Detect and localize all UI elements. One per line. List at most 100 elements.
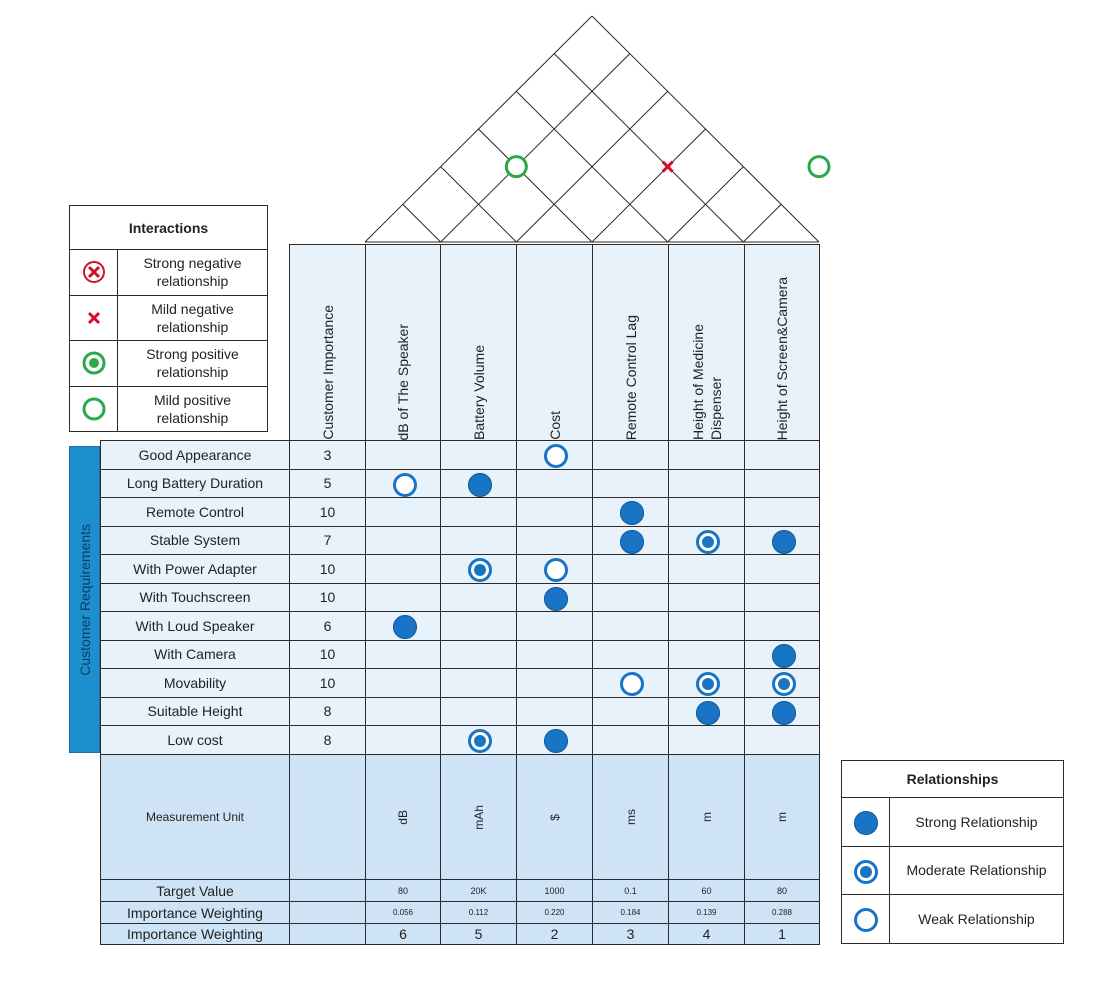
ranking-empty (289, 923, 366, 945)
strong-relationship-icon (771, 643, 796, 668)
moderate-relationship-icon (854, 859, 878, 884)
relationship-cell (744, 468, 820, 498)
relationship-cell (516, 725, 593, 755)
roof-grid-line (742, 203, 782, 243)
ranking-value: 2 (516, 923, 593, 945)
relationship-cell (516, 639, 593, 669)
unit-label: $ (547, 813, 562, 821)
requirement-name: With Touchscreen (100, 582, 290, 612)
requirement-name: With Loud Speaker (100, 611, 290, 641)
relationship-cell (744, 611, 820, 641)
strong-relationship-icon (620, 501, 644, 526)
relationship-cell (516, 440, 593, 470)
measurement-unit-empty (289, 754, 366, 880)
relationship-cell (365, 525, 441, 555)
relationship-cell (516, 611, 593, 641)
target-value: 20K (440, 879, 517, 902)
ranking-value: 6 (365, 923, 441, 945)
weighting-label: Importance Weighting (100, 901, 290, 924)
requirement-importance: 3 (289, 440, 366, 470)
weak-relationship-icon (620, 672, 644, 697)
mild-negative-interaction-icon (661, 160, 674, 173)
moderate-relationship-icon (696, 529, 720, 554)
ranking-label: Importance Weighting (100, 923, 290, 945)
interactions-legend-title: Interactions (69, 205, 268, 250)
relationship-cell (516, 497, 593, 527)
relationship-cell (744, 696, 820, 726)
interactions-legend-icon-cell (69, 385, 118, 432)
interactions-legend-label: Mild negative relationship (117, 294, 268, 341)
header-label: Height of Screen&Camera (774, 276, 790, 440)
measurement-unit: mAh (440, 754, 517, 880)
measurement-unit: ms (592, 754, 669, 880)
roof-grid-line (440, 53, 631, 243)
target-empty (289, 879, 366, 902)
strong-negative-icon (82, 261, 105, 284)
requirement-name: Movability (100, 668, 290, 698)
header-column-1: dB of The Speaker (365, 244, 441, 441)
strong-relationship-icon (696, 700, 720, 725)
requirement-importance: 10 (289, 497, 366, 527)
weighting-value: 0.139 (668, 901, 745, 924)
relationship-cell (365, 639, 441, 669)
weak-relationship-icon (544, 558, 568, 583)
header-label: Remote Control Lag (622, 314, 639, 440)
moderate-relationship-icon (771, 672, 796, 697)
requirement-name: Stable System (100, 525, 290, 555)
relationship-cell (744, 497, 820, 527)
relationship-cell (365, 725, 441, 755)
measurement-unit: m (668, 754, 745, 880)
moderate-relationship-icon (468, 558, 492, 583)
target-value: 0.1 (592, 879, 669, 902)
requirement-importance: 8 (289, 696, 366, 726)
relationship-cell (592, 725, 669, 755)
relationship-cell (516, 696, 593, 726)
relationship-cell (440, 582, 517, 612)
requirement-importance: 7 (289, 525, 366, 555)
relationship-cell (592, 468, 669, 498)
relationship-cell (516, 525, 593, 555)
roof-grid-line (591, 15, 820, 243)
roof-grid-line (591, 128, 706, 243)
relationship-cell (365, 668, 441, 698)
relationship-cell (516, 582, 593, 612)
header-column-4: Remote Control Lag (592, 244, 669, 441)
requirement-importance: 6 (289, 611, 366, 641)
weak-relationship-icon (854, 908, 878, 933)
strong-relationship-icon (620, 529, 644, 554)
roof-grid-line (515, 90, 669, 243)
positive-interaction-icon (807, 155, 831, 179)
relationship-cell (668, 696, 745, 726)
relationship-cell (668, 468, 745, 498)
weak-relationship-icon (392, 472, 417, 497)
moderate-relationship-icon (696, 672, 720, 697)
relationship-cell (744, 668, 820, 698)
relationship-cell (440, 554, 517, 584)
measurement-unit: $ (516, 754, 593, 880)
target-value: 80 (365, 879, 441, 902)
relationship-cell (440, 696, 517, 726)
relationship-cell (592, 525, 669, 555)
relationship-cell (516, 668, 593, 698)
relationship-cell (440, 497, 517, 527)
weighting-value: 0.184 (592, 901, 669, 924)
mild-negative-icon (87, 311, 100, 324)
relationship-cell (592, 582, 669, 612)
correlation-roof (364, 15, 831, 243)
requirement-name: Suitable Height (100, 696, 290, 726)
relationship-cell (668, 497, 745, 527)
relationship-cell (516, 554, 593, 584)
relationship-cell (744, 554, 820, 584)
ranking-value: 1 (744, 923, 820, 945)
relationships-legend-label: Strong Relationship (889, 797, 1064, 847)
relationship-cell (440, 468, 517, 498)
relationship-cell (440, 639, 517, 669)
requirement-name: Low cost (100, 725, 290, 755)
unit-label: m (775, 812, 789, 822)
header-column-6: Height of Screen&Camera (744, 244, 820, 441)
weak-relationship-icon (544, 444, 568, 469)
relationships-legend-icon-cell (841, 845, 890, 895)
relationship-cell (365, 440, 441, 470)
requirement-importance: 8 (289, 725, 366, 755)
strong-relationship-icon (771, 700, 796, 725)
